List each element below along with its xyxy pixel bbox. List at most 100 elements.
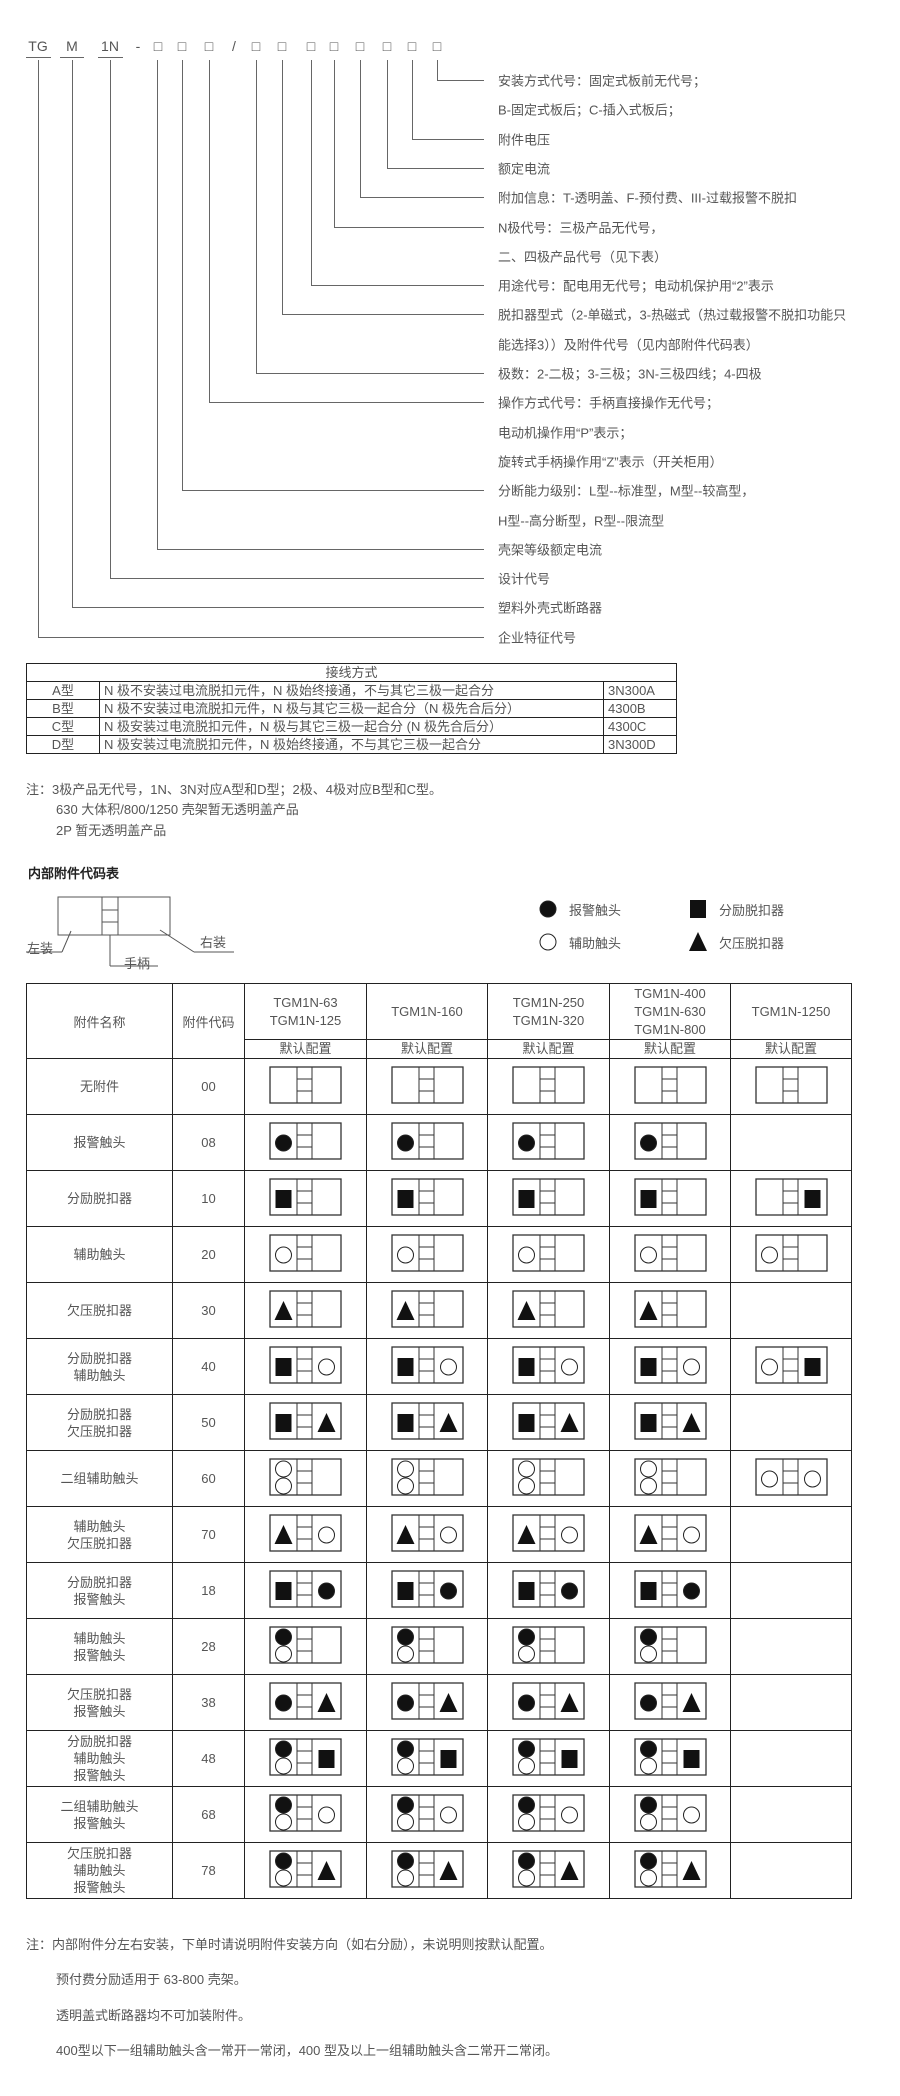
config-cell [487, 1618, 610, 1675]
footer-note: 400型以下一组辅助触头含一常开一常闭，400 型及以上一组辅助触头含二常开二常… [56, 2043, 558, 2058]
connector-line [256, 373, 484, 374]
accessory-config-diagram [269, 1346, 342, 1384]
config-cell [244, 1338, 367, 1395]
undervoltage-release-icon [317, 1861, 336, 1880]
accessory-config-diagram [754, 1178, 828, 1216]
code-label: 用途代号：配电用无代号；电动机保护用“2”表示 [498, 278, 774, 294]
auxiliary-contact-icon [275, 1813, 292, 1831]
accessory-config-diagram [269, 1570, 342, 1608]
wiring-table: 接线方式 A型 N 极不安装过电流脱扣元件，N 极始终接通，不与其它三极一起合分 3… [26, 663, 677, 754]
accessory-name-line: 二组辅助触头 [60, 1471, 139, 1486]
accessory-config-diagram [512, 1122, 585, 1160]
config-cell [366, 1450, 488, 1507]
table-row: 分励脱扣器 10 [26, 1170, 852, 1227]
config-cell [487, 1786, 610, 1843]
table-row: 欠压脱扣器 辅助触头 报警触头 78 [26, 1842, 852, 1899]
alarm-contact-icon [275, 1740, 292, 1758]
auxiliary-contact-icon [396, 1246, 414, 1264]
code-symbol: □ [251, 38, 261, 54]
model-name: TGM1N-1250 [751, 1003, 831, 1019]
accessory-config-diagram [512, 1682, 585, 1720]
accessory-config-diagram [269, 1514, 342, 1552]
code-symbol: 1N [101, 38, 119, 54]
config-cell [244, 1730, 367, 1787]
header-code: 附件代码 [172, 983, 245, 1059]
accessory-name: 报警触头 [26, 1114, 173, 1171]
config-cell [609, 1562, 731, 1619]
auxiliary-contact-icon [518, 1645, 535, 1663]
code-label: 安装方式代号：固定式板前无代号； [498, 73, 707, 89]
config-cell [487, 1226, 610, 1283]
alarm-contact-icon [396, 1796, 414, 1814]
wiring-code: 4300C [603, 717, 677, 736]
legend-item: 报警触头 [537, 897, 621, 921]
config-cell [244, 1226, 367, 1283]
accessory-config-diagram [269, 1682, 342, 1720]
alarm-contact-icon [518, 1852, 535, 1870]
accessory-name-line: 无附件 [79, 1079, 119, 1094]
accessory-code: 00 [172, 1058, 245, 1115]
alarm-contact-icon [639, 1694, 657, 1712]
accessory-code: 08 [172, 1114, 245, 1171]
accessory-name: 分励脱扣器 欠压脱扣器 [26, 1394, 173, 1451]
connector-line [209, 60, 210, 403]
accessory-config-diagram [512, 1290, 585, 1328]
model-name: TGM1N-320 [512, 1012, 585, 1028]
shunt-release-icon [683, 1750, 699, 1768]
alarm-contact-icon [396, 1852, 414, 1870]
accessory-name-line: 报警触头 [73, 1647, 126, 1663]
auxiliary-contact-icon [682, 1526, 700, 1544]
config-cell [366, 1338, 488, 1395]
code-label: H型--高分断型，R型--限流型 [498, 513, 665, 528]
config-cell [366, 1394, 488, 1451]
accessory-name-line: 报警触头 [73, 1815, 126, 1831]
wiring-row: A型 N 极不安装过电流脱扣元件，N 极始终接通，不与其它三极一起合分 3N300A [26, 681, 677, 700]
shunt-release-icon [397, 1358, 413, 1376]
undervoltage-release-icon [560, 1693, 579, 1712]
accessory-config-diagram [512, 1178, 585, 1216]
alarm-contact-icon [639, 1134, 657, 1152]
auxiliary-contact-icon [518, 1813, 535, 1831]
accessory-config-diagram [269, 1458, 342, 1496]
config-cell [366, 1786, 488, 1843]
config-cell [487, 1114, 610, 1171]
shunt-release-icon [804, 1190, 820, 1208]
undervoltage-release-icon [682, 1693, 700, 1712]
accessory-config-diagram [633, 1682, 707, 1720]
alarm-contact-icon [518, 1694, 535, 1712]
shunt-release-icon [804, 1358, 820, 1376]
undervoltage-release-icon [396, 1525, 414, 1544]
wiring-type: C型 [26, 717, 100, 736]
code-label: 设计代号 [498, 571, 551, 587]
connector-line [157, 548, 484, 550]
section-title: 内部附件代码表 [28, 866, 120, 881]
accessory-name-line: 报警触头 [73, 1591, 126, 1607]
alarm-contact-icon [639, 1628, 657, 1646]
accessory-name-line: 报警触头 [73, 1768, 126, 1783]
accessory-name-line: 分励脱扣器 [66, 1350, 132, 1366]
config-cell [244, 1562, 367, 1619]
auxiliary-contact-icon [639, 1477, 657, 1495]
underline [26, 57, 51, 58]
code-symbol: M [66, 38, 78, 54]
code-label: 壳架等级额定电流 [498, 542, 603, 558]
accessory-name-line: 辅助触头 [73, 1863, 126, 1878]
undervoltage-release-icon [317, 1693, 336, 1712]
accessory-config-diagram [633, 1402, 707, 1440]
config-cell [730, 1058, 852, 1115]
auxiliary-contact-icon [518, 1757, 535, 1775]
accessory-config-diagram [633, 1290, 707, 1328]
accessory-name: 分励脱扣器 [26, 1170, 173, 1227]
auxiliary-contact-icon [760, 1358, 778, 1376]
config-cell [366, 1226, 488, 1283]
config-cell [244, 1506, 367, 1563]
accessory-name: 欠压脱扣器 [26, 1282, 173, 1339]
accessory-config-diagram [269, 1066, 342, 1104]
accessory-code: 40 [172, 1338, 245, 1395]
config-cell [609, 1842, 731, 1899]
accessory-name: 欠压脱扣器 辅助触头 报警触头 [26, 1842, 173, 1899]
accessory-config-diagram [390, 1794, 464, 1832]
code-label: 极数：2-二极；3-三极；3N-三极四线；4-四极 [498, 366, 762, 382]
config-cell [730, 1730, 852, 1787]
alarm-contact-icon [275, 1694, 292, 1712]
